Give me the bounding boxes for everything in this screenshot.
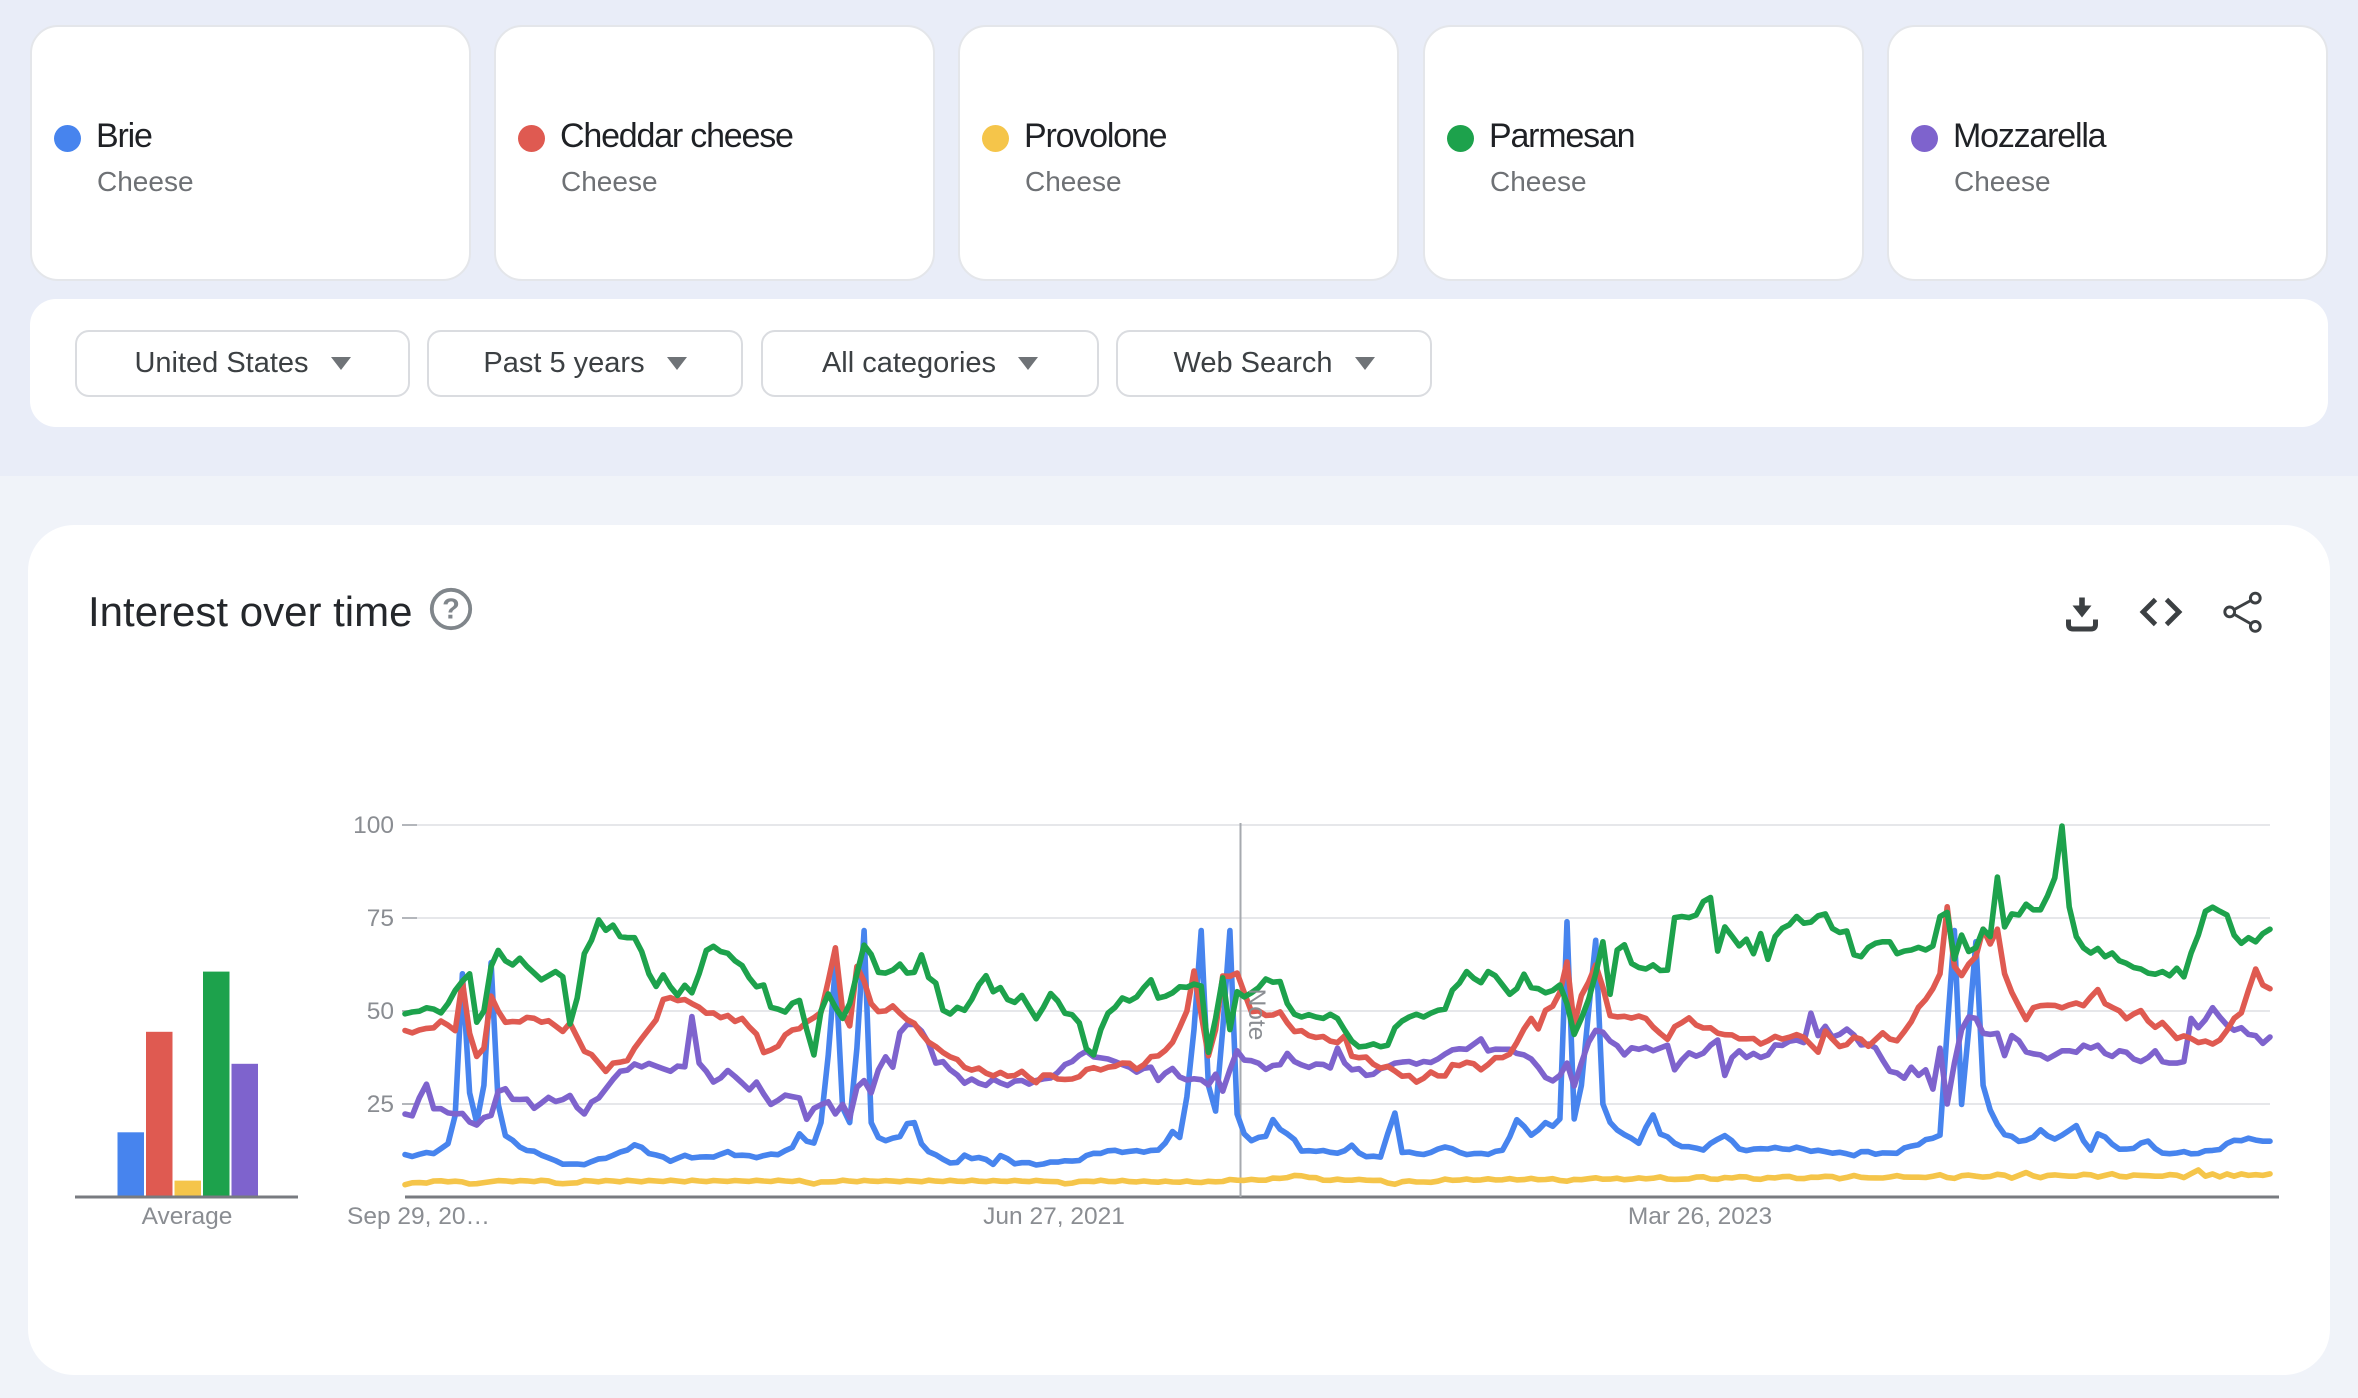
svg-text:Mar 26, 2023: Mar 26, 2023 xyxy=(1628,1203,1772,1230)
svg-text:Jun 27, 2021: Jun 27, 2021 xyxy=(983,1203,1125,1230)
svg-text:25: 25 xyxy=(367,1091,394,1118)
svg-text:100: 100 xyxy=(353,812,394,839)
svg-text:?: ? xyxy=(442,594,460,626)
svg-text:Note: Note xyxy=(1243,989,1270,1041)
svg-text:50: 50 xyxy=(367,998,394,1025)
svg-text:Sep 29, 20…: Sep 29, 20… xyxy=(347,1203,490,1230)
svg-text:Average: Average xyxy=(142,1203,233,1230)
svg-text:75: 75 xyxy=(367,905,394,932)
